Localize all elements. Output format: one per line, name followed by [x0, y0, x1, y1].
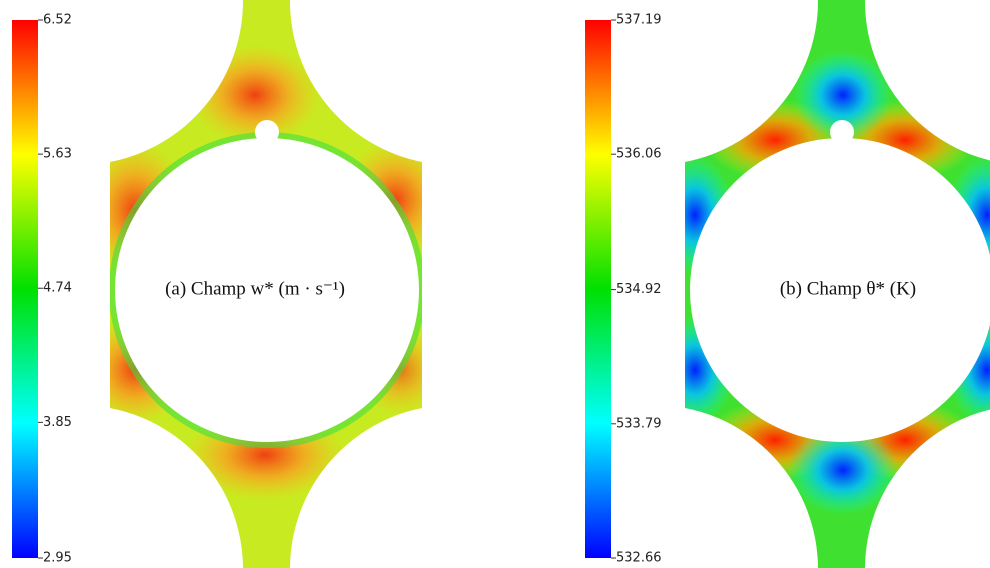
hole — [690, 138, 990, 442]
notch — [830, 120, 854, 144]
caption: (a) Champ w* (m · s⁻¹) — [165, 278, 345, 299]
hole — [115, 138, 419, 442]
colorbar-tick-label: 537.19 — [616, 13, 662, 28]
colorbar-tick-label: 2.95 — [43, 551, 72, 566]
colorbar-tick-label: 3.85 — [43, 415, 72, 430]
colorbar-tick-label: 4.74 — [43, 281, 72, 296]
colorbar-tick-label: 533.79 — [616, 416, 662, 431]
colorbar-tick-label: 536.06 — [616, 147, 662, 162]
colorbar-tick-label: 534.92 — [616, 282, 662, 297]
colorbar — [12, 20, 38, 558]
colorbar — [585, 20, 611, 558]
notch — [255, 120, 279, 144]
colorbar-tick-label: 5.63 — [43, 147, 72, 162]
caption: (b) Champ θ* (K) — [780, 278, 916, 299]
colorbar-tick-label: 532.66 — [616, 551, 662, 566]
colorbar-tick-label: 6.52 — [43, 13, 72, 28]
